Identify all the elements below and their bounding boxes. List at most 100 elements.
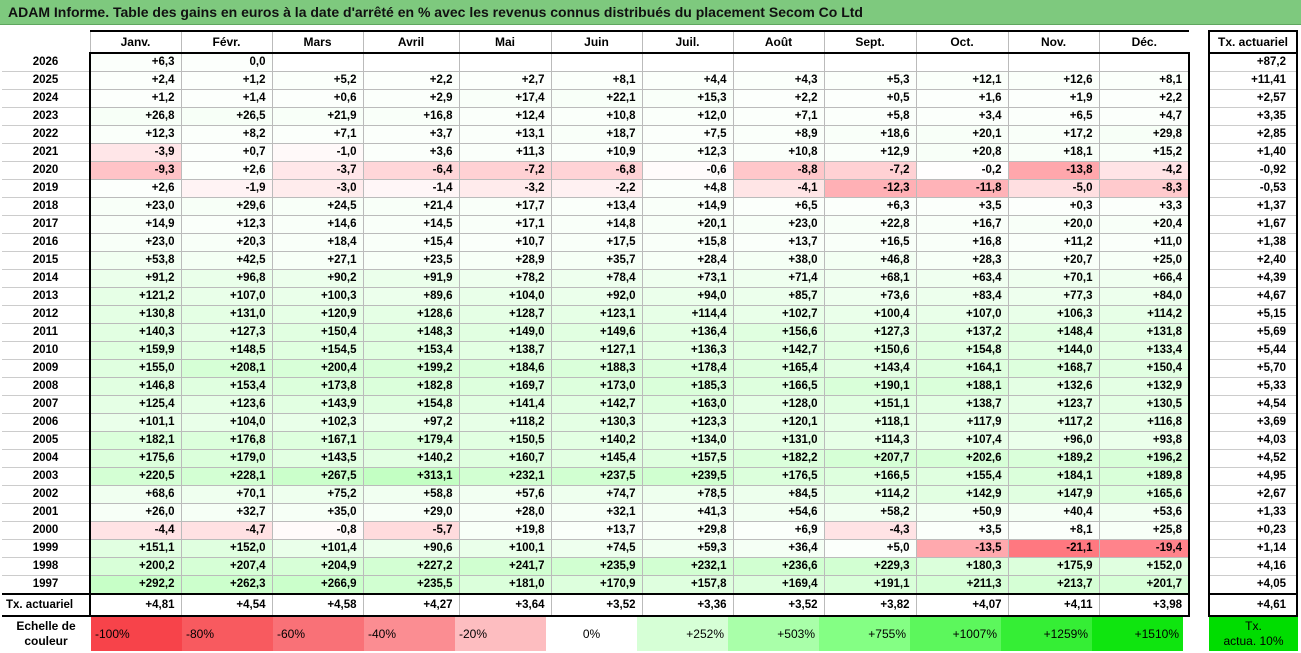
footer-label: Tx. actuariel <box>2 593 91 617</box>
actuarial-row: +1,40 <box>1208 143 1298 162</box>
gain-cell: +120,9 <box>272 305 364 324</box>
actuarial-cell: +4,05 <box>1208 575 1298 595</box>
gain-cell: +2,6 <box>181 161 273 180</box>
gain-cell: -0,8 <box>272 521 364 540</box>
gain-cell: +58,8 <box>363 485 460 504</box>
gain-cell: +133,4 <box>1099 341 1190 360</box>
gain-cell: +92,0 <box>551 287 643 306</box>
gain-cell: 0,0 <box>181 53 273 72</box>
gain-cell: -4,1 <box>733 179 825 198</box>
gain-cell: -21,1 <box>1008 539 1100 558</box>
gain-cell: -8,3 <box>1099 179 1190 198</box>
gain-cell: +28,0 <box>459 503 552 522</box>
gain-cell: +0,3 <box>1008 197 1100 216</box>
gain-cell: +155,4 <box>916 467 1009 486</box>
actuarial-footer-row: +4,61 <box>1208 593 1298 617</box>
year-cell: 2018 <box>2 197 91 216</box>
gain-cell: -1,0 <box>272 143 364 162</box>
gain-cell: +101,1 <box>90 413 182 432</box>
actuarial-row: +4,05 <box>1208 575 1298 595</box>
gain-cell: +32,1 <box>551 503 643 522</box>
gain-cell: +127,3 <box>181 323 273 342</box>
gain-cell: +84,5 <box>733 485 825 504</box>
gain-cell: +13,4 <box>551 197 643 216</box>
gain-cell: +175,6 <box>90 449 182 468</box>
table-row: 2008 +146,8 +153,4 +173,8 +182,8 +169,7 +173,0… <box>2 377 1190 396</box>
gain-cell: +20,4 <box>1099 215 1190 234</box>
gain-cell: +15,3 <box>642 89 734 108</box>
gain-cell <box>733 53 825 72</box>
gain-cell: +89,6 <box>363 287 460 306</box>
gain-cell: +211,3 <box>916 575 1009 595</box>
actuarial-row: +2,85 <box>1208 125 1298 144</box>
footer-rate-cell: +4,11 <box>1008 593 1100 617</box>
color-scale-step: -80% <box>182 617 273 651</box>
footer-rate-cell: +4,81 <box>90 593 182 617</box>
gain-cell: +68,6 <box>90 485 182 504</box>
gain-cell: +14,5 <box>363 215 460 234</box>
actuarial-cell: +0,23 <box>1208 521 1298 540</box>
gain-cell: +102,7 <box>733 305 825 324</box>
gain-cell: +136,4 <box>642 323 734 342</box>
actuarial-row: +2,40 <box>1208 251 1298 270</box>
gain-cell: +188,3 <box>551 359 643 378</box>
footer-rate-cell: +3,82 <box>824 593 917 617</box>
gain-cell: +173,0 <box>551 377 643 396</box>
actuarial-row: +4,52 <box>1208 449 1298 468</box>
table-row: 2020 -9,3 +2,6 -3,7 -6,4 -7,2 -6,8 -0,6 -8,8 -7,2… <box>2 161 1190 180</box>
year-cell: 2020 <box>2 161 91 180</box>
table-row: 2021 -3,9 +0,7 -1,0 +3,6 +11,3 +10,9 +12,3 +10,8… <box>2 143 1190 162</box>
table-row: 2005 +182,1 +176,8 +167,1 +179,4 +150,5 +140,2… <box>2 431 1190 450</box>
gain-cell: -13,5 <box>916 539 1009 558</box>
gain-cell: -6,8 <box>551 161 643 180</box>
gain-cell: +163,0 <box>642 395 734 414</box>
gain-cell: +130,3 <box>551 413 643 432</box>
gain-cell: +150,4 <box>272 323 364 342</box>
gain-cell: +29,8 <box>642 521 734 540</box>
gain-cell: +28,3 <box>916 251 1009 270</box>
color-scale-step: +503% <box>728 617 819 651</box>
gain-cell: +20,7 <box>1008 251 1100 270</box>
gain-cell: +0,5 <box>824 89 917 108</box>
table-row: 2018 +23,0 +29,6 +24,5 +21,4 +17,7 +13,4 +14,9 +… <box>2 197 1190 216</box>
gain-cell: +3,5 <box>916 521 1009 540</box>
gain-cell: +2,2 <box>733 89 825 108</box>
gain-cell: +175,9 <box>1008 557 1100 576</box>
gain-cell: +143,9 <box>272 395 364 414</box>
gain-cell: +54,6 <box>733 503 825 522</box>
gain-cell: +26,0 <box>90 503 182 522</box>
gain-cell: +152,0 <box>1099 557 1190 576</box>
gain-cell: +118,2 <box>459 413 552 432</box>
gain-cell: +0,6 <box>272 89 364 108</box>
gain-cell: -9,3 <box>90 161 182 180</box>
gain-cell: +2,7 <box>459 71 552 90</box>
gain-cell: +41,3 <box>642 503 734 522</box>
actuarial-cell: +4,16 <box>1208 557 1298 576</box>
gain-cell: +102,3 <box>272 413 364 432</box>
year-cell: 2016 <box>2 233 91 252</box>
gain-cell: +176,8 <box>181 431 273 450</box>
gain-cell: +146,8 <box>90 377 182 396</box>
gain-cell: +130,8 <box>90 305 182 324</box>
actuarial-legend-line1: Tx. <box>1245 619 1262 633</box>
actuarial-cell: +4,03 <box>1208 431 1298 450</box>
gain-cell: +27,1 <box>272 251 364 270</box>
gain-cell: +123,6 <box>181 395 273 414</box>
table-row: 2024 +1,2 +1,4 +0,6 +2,9 +17,4 +22,1 +15,3 +2,2 +… <box>2 89 1190 108</box>
gain-cell: +151,1 <box>824 395 917 414</box>
actuarial-cell: +2,57 <box>1208 89 1298 108</box>
gain-cell: +5,2 <box>272 71 364 90</box>
gain-cell: +93,8 <box>1099 431 1190 450</box>
year-cell: 2014 <box>2 269 91 288</box>
gain-cell: +200,4 <box>272 359 364 378</box>
gain-cell: +153,4 <box>181 377 273 396</box>
month-header: Déc. <box>1098 30 1189 54</box>
actuarial-cell: +5,69 <box>1208 323 1298 342</box>
color-scale: -100% -80% -60% -40% -20% 0% +252% +503% +755% +1… <box>91 617 1183 651</box>
actuarial-row: +87,2 <box>1208 53 1298 72</box>
gain-cell: +117,2 <box>1008 413 1100 432</box>
month-header: Avril <box>362 30 459 54</box>
actuarial-cell: -0,53 <box>1208 179 1298 198</box>
gain-cell: +196,2 <box>1099 449 1190 468</box>
gain-cell: +157,8 <box>642 575 734 595</box>
